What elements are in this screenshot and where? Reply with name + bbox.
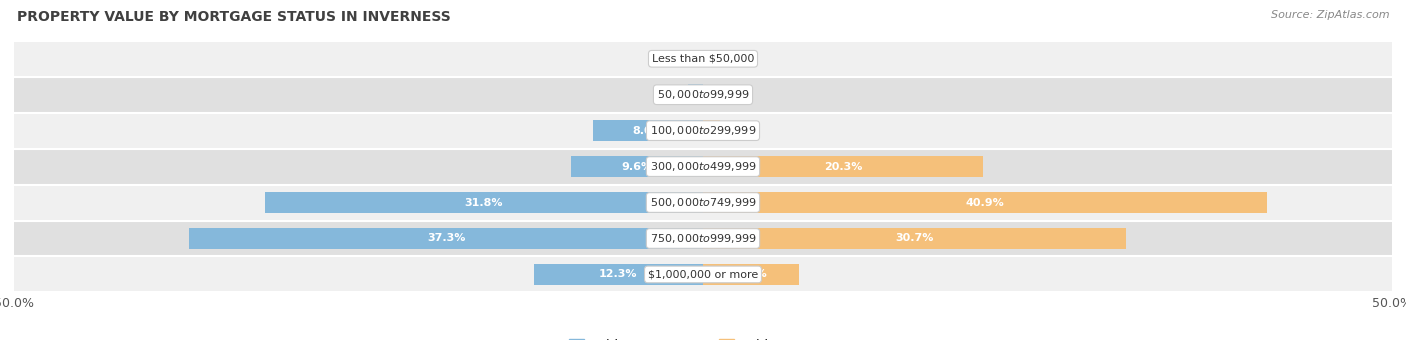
Text: 12.3%: 12.3% xyxy=(599,269,637,279)
Text: 30.7%: 30.7% xyxy=(896,234,934,243)
Text: $100,000 to $299,999: $100,000 to $299,999 xyxy=(650,124,756,137)
Text: 31.8%: 31.8% xyxy=(464,198,503,207)
Bar xyxy=(14,256,1392,292)
Bar xyxy=(188,228,703,249)
Legend: Without Mortgage, With Mortgage: Without Mortgage, With Mortgage xyxy=(564,334,842,340)
Bar xyxy=(688,84,703,105)
Text: 0.0%: 0.0% xyxy=(710,54,738,64)
Text: 9.6%: 9.6% xyxy=(621,162,652,172)
Bar xyxy=(593,120,703,141)
Bar xyxy=(14,185,1392,221)
Text: $1,000,000 or more: $1,000,000 or more xyxy=(648,269,758,279)
Bar xyxy=(571,156,703,177)
Bar xyxy=(14,41,1392,77)
Bar xyxy=(703,192,1267,213)
Bar xyxy=(703,120,720,141)
Text: 7.0%: 7.0% xyxy=(735,269,766,279)
Bar xyxy=(264,192,703,213)
Bar xyxy=(14,77,1392,113)
Text: Source: ZipAtlas.com: Source: ZipAtlas.com xyxy=(1271,10,1389,20)
Text: 1.2%: 1.2% xyxy=(727,126,755,136)
Bar xyxy=(703,156,983,177)
Text: 37.3%: 37.3% xyxy=(427,234,465,243)
Text: 1.1%: 1.1% xyxy=(652,90,681,100)
Text: Less than $50,000: Less than $50,000 xyxy=(652,54,754,64)
Text: 0.0%: 0.0% xyxy=(668,54,696,64)
Text: 8.0%: 8.0% xyxy=(633,126,664,136)
Text: $50,000 to $99,999: $50,000 to $99,999 xyxy=(657,88,749,101)
Bar xyxy=(14,113,1392,149)
Bar xyxy=(14,149,1392,185)
Text: 0.0%: 0.0% xyxy=(710,90,738,100)
Text: 20.3%: 20.3% xyxy=(824,162,862,172)
Bar xyxy=(703,228,1126,249)
Bar xyxy=(14,221,1392,256)
Text: PROPERTY VALUE BY MORTGAGE STATUS IN INVERNESS: PROPERTY VALUE BY MORTGAGE STATUS IN INV… xyxy=(17,10,450,24)
Text: $750,000 to $999,999: $750,000 to $999,999 xyxy=(650,232,756,245)
Text: $300,000 to $499,999: $300,000 to $499,999 xyxy=(650,160,756,173)
Bar xyxy=(703,264,800,285)
Bar xyxy=(533,264,703,285)
Text: 40.9%: 40.9% xyxy=(966,198,1004,207)
Text: $500,000 to $749,999: $500,000 to $749,999 xyxy=(650,196,756,209)
